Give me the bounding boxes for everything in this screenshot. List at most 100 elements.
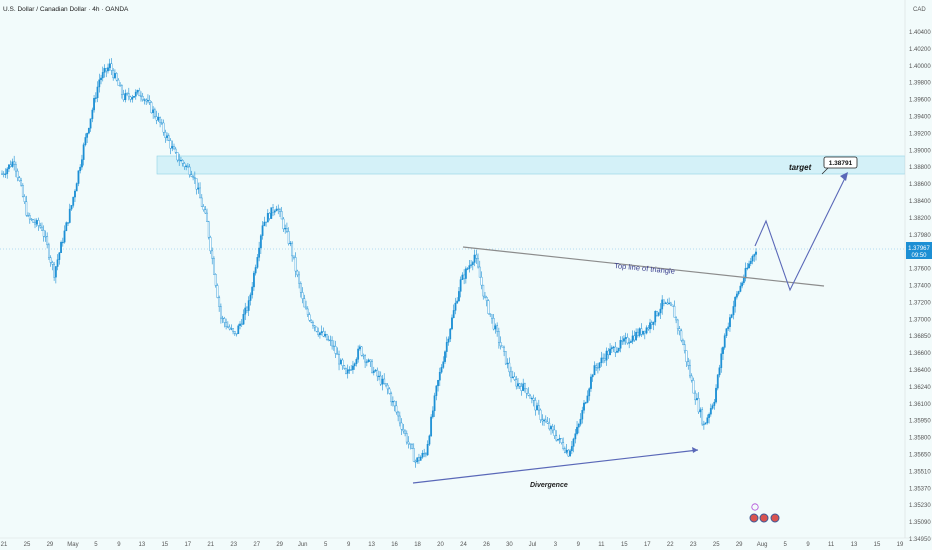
candle-body[interactable] <box>329 339 332 342</box>
candle-body[interactable] <box>345 368 347 374</box>
candle-body[interactable] <box>282 218 285 230</box>
candle-body[interactable] <box>299 283 302 293</box>
candle-body[interactable] <box>13 161 16 165</box>
candle-body[interactable] <box>395 405 398 413</box>
candle-body[interactable] <box>428 435 431 445</box>
candle-body[interactable] <box>235 333 238 335</box>
candle-body[interactable] <box>551 426 554 431</box>
candle-body[interactable] <box>696 398 698 401</box>
candle-body[interactable] <box>70 205 73 210</box>
candle-body[interactable] <box>67 222 69 224</box>
candle-body[interactable] <box>508 362 511 373</box>
candle-body[interactable] <box>233 331 236 334</box>
candle-body[interactable] <box>63 230 66 243</box>
candle-body[interactable] <box>353 363 356 367</box>
candle-body[interactable] <box>1 173 3 175</box>
candle-body[interactable] <box>181 160 184 164</box>
candle-body[interactable] <box>595 365 598 368</box>
candle-body[interactable] <box>202 206 205 210</box>
candle-body[interactable] <box>468 265 471 269</box>
candle-body[interactable] <box>720 353 723 368</box>
economic-events[interactable] <box>749 503 780 523</box>
candle-body[interactable] <box>536 405 538 411</box>
candle-body[interactable] <box>680 330 683 341</box>
candle-body[interactable] <box>543 419 545 422</box>
candle-body[interactable] <box>374 369 377 372</box>
candle-body[interactable] <box>103 68 106 73</box>
candle-body[interactable] <box>532 397 535 401</box>
candle-body[interactable] <box>360 346 363 356</box>
candle-body[interactable] <box>638 328 641 336</box>
candle-body[interactable] <box>722 347 724 354</box>
candle-body[interactable] <box>612 346 615 348</box>
candle-body[interactable] <box>211 250 214 259</box>
candle-body[interactable] <box>546 421 549 424</box>
candle-body[interactable] <box>569 450 572 457</box>
candle-body[interactable] <box>581 410 584 420</box>
candle-body[interactable] <box>676 319 679 329</box>
candle-body[interactable] <box>461 274 464 280</box>
candle-body[interactable] <box>459 279 462 292</box>
candle-body[interactable] <box>709 408 712 415</box>
candle-body[interactable] <box>685 350 688 363</box>
candle-body[interactable] <box>185 165 188 168</box>
candle-body[interactable] <box>221 317 224 320</box>
candle-body[interactable] <box>119 85 122 87</box>
candle-body[interactable] <box>619 340 622 349</box>
candle-body[interactable] <box>18 177 21 181</box>
candle-body[interactable] <box>305 306 307 310</box>
candle-body[interactable] <box>348 369 351 371</box>
candle-body[interactable] <box>411 443 413 449</box>
candle-body[interactable] <box>643 330 646 334</box>
candle-body[interactable] <box>451 317 453 330</box>
candle-body[interactable] <box>195 178 198 190</box>
candle-body[interactable] <box>748 263 750 269</box>
candle-body[interactable] <box>159 117 161 123</box>
candle-body[interactable] <box>72 196 75 206</box>
candle-body[interactable] <box>746 267 749 269</box>
candle-body[interactable] <box>258 247 261 258</box>
candle-body[interactable] <box>319 332 321 336</box>
candle-body[interactable] <box>2 173 5 175</box>
candle-body[interactable] <box>610 347 613 350</box>
candle-body[interactable] <box>216 285 219 298</box>
candle-body[interactable] <box>84 137 87 145</box>
candle-body[interactable] <box>449 328 452 340</box>
candle-body[interactable] <box>577 424 580 428</box>
candle-body[interactable] <box>259 235 262 249</box>
candle-body[interactable] <box>650 322 653 325</box>
candle-body[interactable] <box>402 429 405 432</box>
candle-body[interactable] <box>562 442 565 449</box>
candle-body[interactable] <box>188 166 191 175</box>
currency-label[interactable]: CAD <box>913 7 926 13</box>
candle-body[interactable] <box>107 67 109 72</box>
candle-body[interactable] <box>20 180 23 186</box>
candle-body[interactable] <box>86 132 89 138</box>
candle-body[interactable] <box>21 185 24 197</box>
candle-body[interactable] <box>365 361 368 363</box>
candle-body[interactable] <box>560 438 563 443</box>
candle-body[interactable] <box>206 212 208 222</box>
candle-body[interactable] <box>136 90 139 93</box>
candle-body[interactable] <box>218 297 221 307</box>
candle-body[interactable] <box>407 441 410 445</box>
candle-body[interactable] <box>87 127 90 134</box>
candle-body[interactable] <box>597 367 599 369</box>
candle-body[interactable] <box>54 266 57 278</box>
candle-body[interactable] <box>518 383 521 387</box>
candle-body[interactable] <box>739 285 742 292</box>
candle-body[interactable] <box>266 213 269 223</box>
candle-body[interactable] <box>372 370 375 373</box>
candle-body[interactable] <box>744 268 747 279</box>
candle-body[interactable] <box>397 411 400 417</box>
candle-body[interactable] <box>475 254 478 259</box>
candle-body[interactable] <box>624 337 627 339</box>
candle-body[interactable] <box>213 258 215 275</box>
candle-body[interactable] <box>115 73 118 81</box>
candle-body[interactable] <box>659 308 662 314</box>
candle-body[interactable] <box>586 395 589 403</box>
candle-body[interactable] <box>378 375 380 378</box>
candle-body[interactable] <box>470 264 472 266</box>
candle-body[interactable] <box>593 365 596 376</box>
candle-body[interactable] <box>567 449 570 457</box>
